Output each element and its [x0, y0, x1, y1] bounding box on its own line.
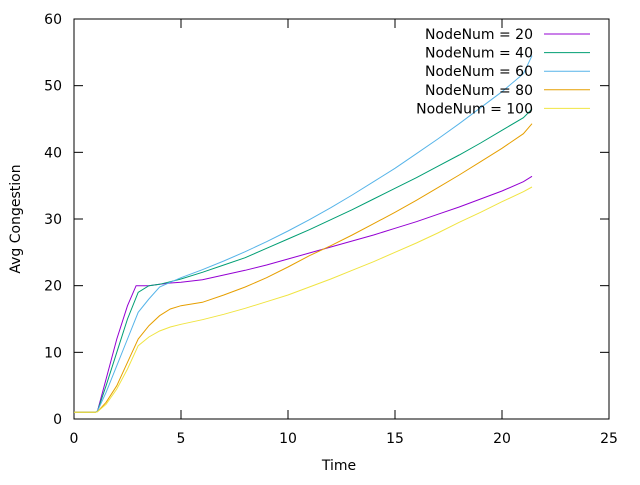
series-line-3	[74, 55, 533, 413]
legend-label-3: NodeNum = 60	[425, 64, 533, 80]
y-tick-label: 0	[53, 412, 62, 428]
x-tick-label: 10	[279, 431, 297, 447]
axis-ticks	[73, 18, 610, 420]
x-tick-label: 25	[600, 431, 618, 447]
x-tick-label: 0	[70, 431, 79, 447]
series-line-4	[74, 123, 533, 413]
x-tick-label: 5	[177, 431, 186, 447]
x-tick-label: 15	[386, 431, 404, 447]
y-axis-label: Avg Congestion	[8, 164, 24, 273]
legend-label-1: NodeNum = 20	[425, 27, 533, 43]
series-line-5	[74, 186, 533, 413]
y-tick-label: 50	[44, 79, 62, 95]
series-line-1	[74, 175, 533, 413]
x-tick-label: 20	[493, 431, 511, 447]
legend-label-5: NodeNum = 100	[416, 101, 533, 117]
y-tick-label: 40	[44, 145, 62, 161]
series-line-2	[74, 108, 533, 413]
y-tick-label: 30	[44, 212, 62, 228]
series-lines	[74, 55, 533, 413]
legend: NodeNum = 20 NodeNum = 40 NodeNum = 60 Node…	[416, 27, 590, 117]
y-tick-label: 10	[44, 345, 62, 361]
legend-label-2: NodeNum = 40	[425, 46, 533, 62]
y-tick-label: 20	[44, 279, 62, 295]
axis-tick-labels: 0 5 10 15 20 25 0 10 20 30 40 50 60	[44, 12, 618, 447]
x-axis-label: Time	[321, 458, 356, 474]
legend-label-4: NodeNum = 80	[425, 83, 533, 99]
y-tick-label: 60	[44, 12, 62, 28]
